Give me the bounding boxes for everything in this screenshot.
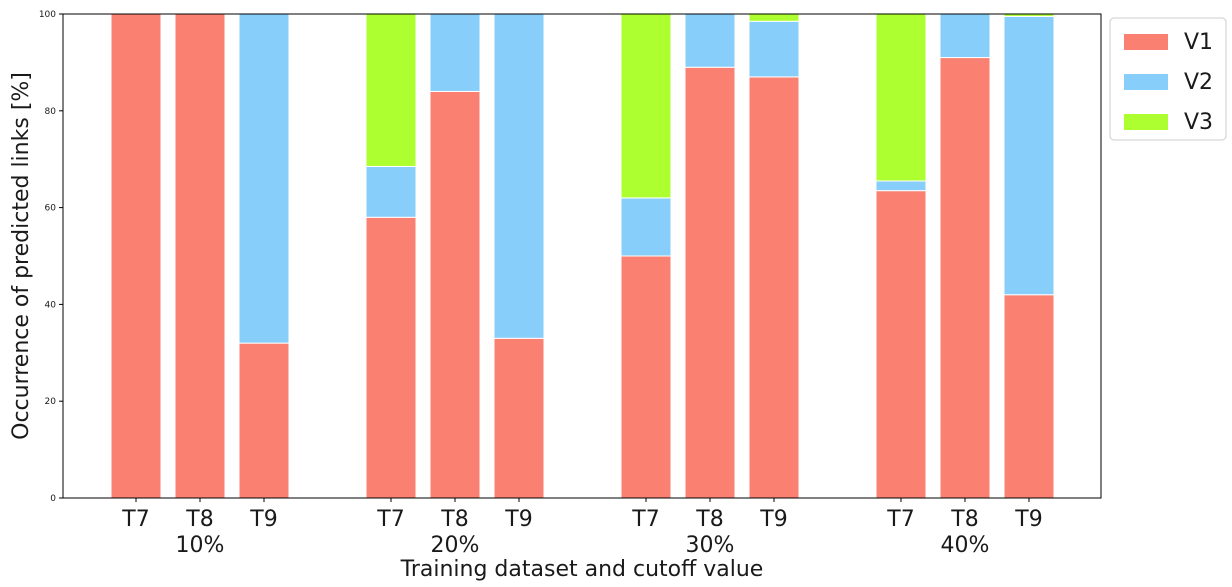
bar-v1-10pct-t9	[238, 342, 290, 499]
bar-v3-30pct-t9	[748, 13, 800, 22]
x-tick-label: T8	[440, 507, 468, 532]
bar-v2-40pct-t7	[875, 180, 927, 192]
x-tick-label: T9	[759, 507, 787, 532]
y-tick-label: 40	[45, 300, 57, 310]
bar-v3-30pct-t7	[620, 13, 672, 199]
x-tick-label: T9	[1014, 507, 1042, 532]
group-label: 30%	[686, 533, 735, 558]
bars-layer	[110, 13, 1055, 499]
plot-frame	[62, 13, 1102, 499]
y-axis-title: Occurrence of predicted links [%]	[9, 72, 34, 440]
bar-v2-30pct-t7	[620, 197, 672, 257]
bar-v1-30pct-t8	[684, 66, 736, 499]
y-tick-label: 100	[39, 10, 56, 20]
x-tick-label: T9	[249, 507, 277, 532]
bar-v1-20pct-t9	[493, 337, 545, 499]
x-tick-label: T8	[695, 507, 723, 532]
legend: V1 V2 V3	[1109, 17, 1227, 141]
y-tick-label: 20	[45, 397, 57, 407]
x-tick-label: T9	[504, 507, 532, 532]
bar-v1-30pct-t7	[620, 255, 672, 499]
bar-v1-10pct-t8	[174, 13, 226, 499]
y-axis: 0 20 40 60 80 100	[39, 10, 63, 504]
bar-v1-40pct-t9	[1003, 294, 1055, 499]
bar-v2-10pct-t9	[238, 13, 290, 344]
legend-swatch-v1	[1124, 34, 1168, 50]
bar-v2-40pct-t9	[1003, 15, 1055, 296]
bar-v2-30pct-t9	[748, 20, 800, 78]
group-label: 40%	[941, 533, 990, 558]
y-tick-label: 60	[45, 204, 57, 214]
bar-v1-20pct-t8	[429, 90, 481, 499]
x-axis-title: Training dataset and cutoff value	[400, 557, 764, 582]
bar-v2-30pct-t8	[684, 13, 736, 68]
x-axis: T7 T8 T9 10% T7 T8 T9 20% T7 T8 T9 30% T7 T8 T9 40%	[121, 498, 1043, 558]
x-tick-label: T7	[886, 507, 914, 532]
bar-v3-20pct-t7	[365, 13, 417, 167]
legend-label-v1: V1	[1184, 30, 1213, 55]
x-tick-label: T7	[631, 507, 659, 532]
bar-v3-40pct-t7	[875, 13, 927, 182]
bar-v2-20pct-t8	[429, 13, 481, 92]
bar-v1-30pct-t9	[748, 76, 800, 499]
legend-swatch-v3	[1124, 114, 1168, 130]
bar-v1-10pct-t7	[110, 13, 162, 499]
legend-label-v2: V2	[1184, 70, 1213, 95]
bar-v1-40pct-t8	[939, 57, 991, 499]
bar-v1-40pct-t7	[875, 190, 927, 499]
bar-v2-20pct-t9	[493, 13, 545, 339]
legend-label-v3: V3	[1184, 110, 1213, 135]
bar-v1-20pct-t7	[365, 216, 417, 499]
group-label: 10%	[176, 533, 225, 558]
legend-swatch-v2	[1124, 74, 1168, 90]
y-tick-label: 80	[45, 107, 57, 117]
x-tick-label: T7	[376, 507, 404, 532]
y-tick-label: 0	[50, 494, 56, 504]
group-label: 20%	[431, 533, 480, 558]
x-tick-label: T8	[185, 507, 213, 532]
x-tick-label: T8	[950, 507, 978, 532]
bar-v2-40pct-t8	[939, 13, 991, 59]
x-tick-label: T7	[121, 507, 149, 532]
bar-v2-20pct-t7	[365, 165, 417, 218]
